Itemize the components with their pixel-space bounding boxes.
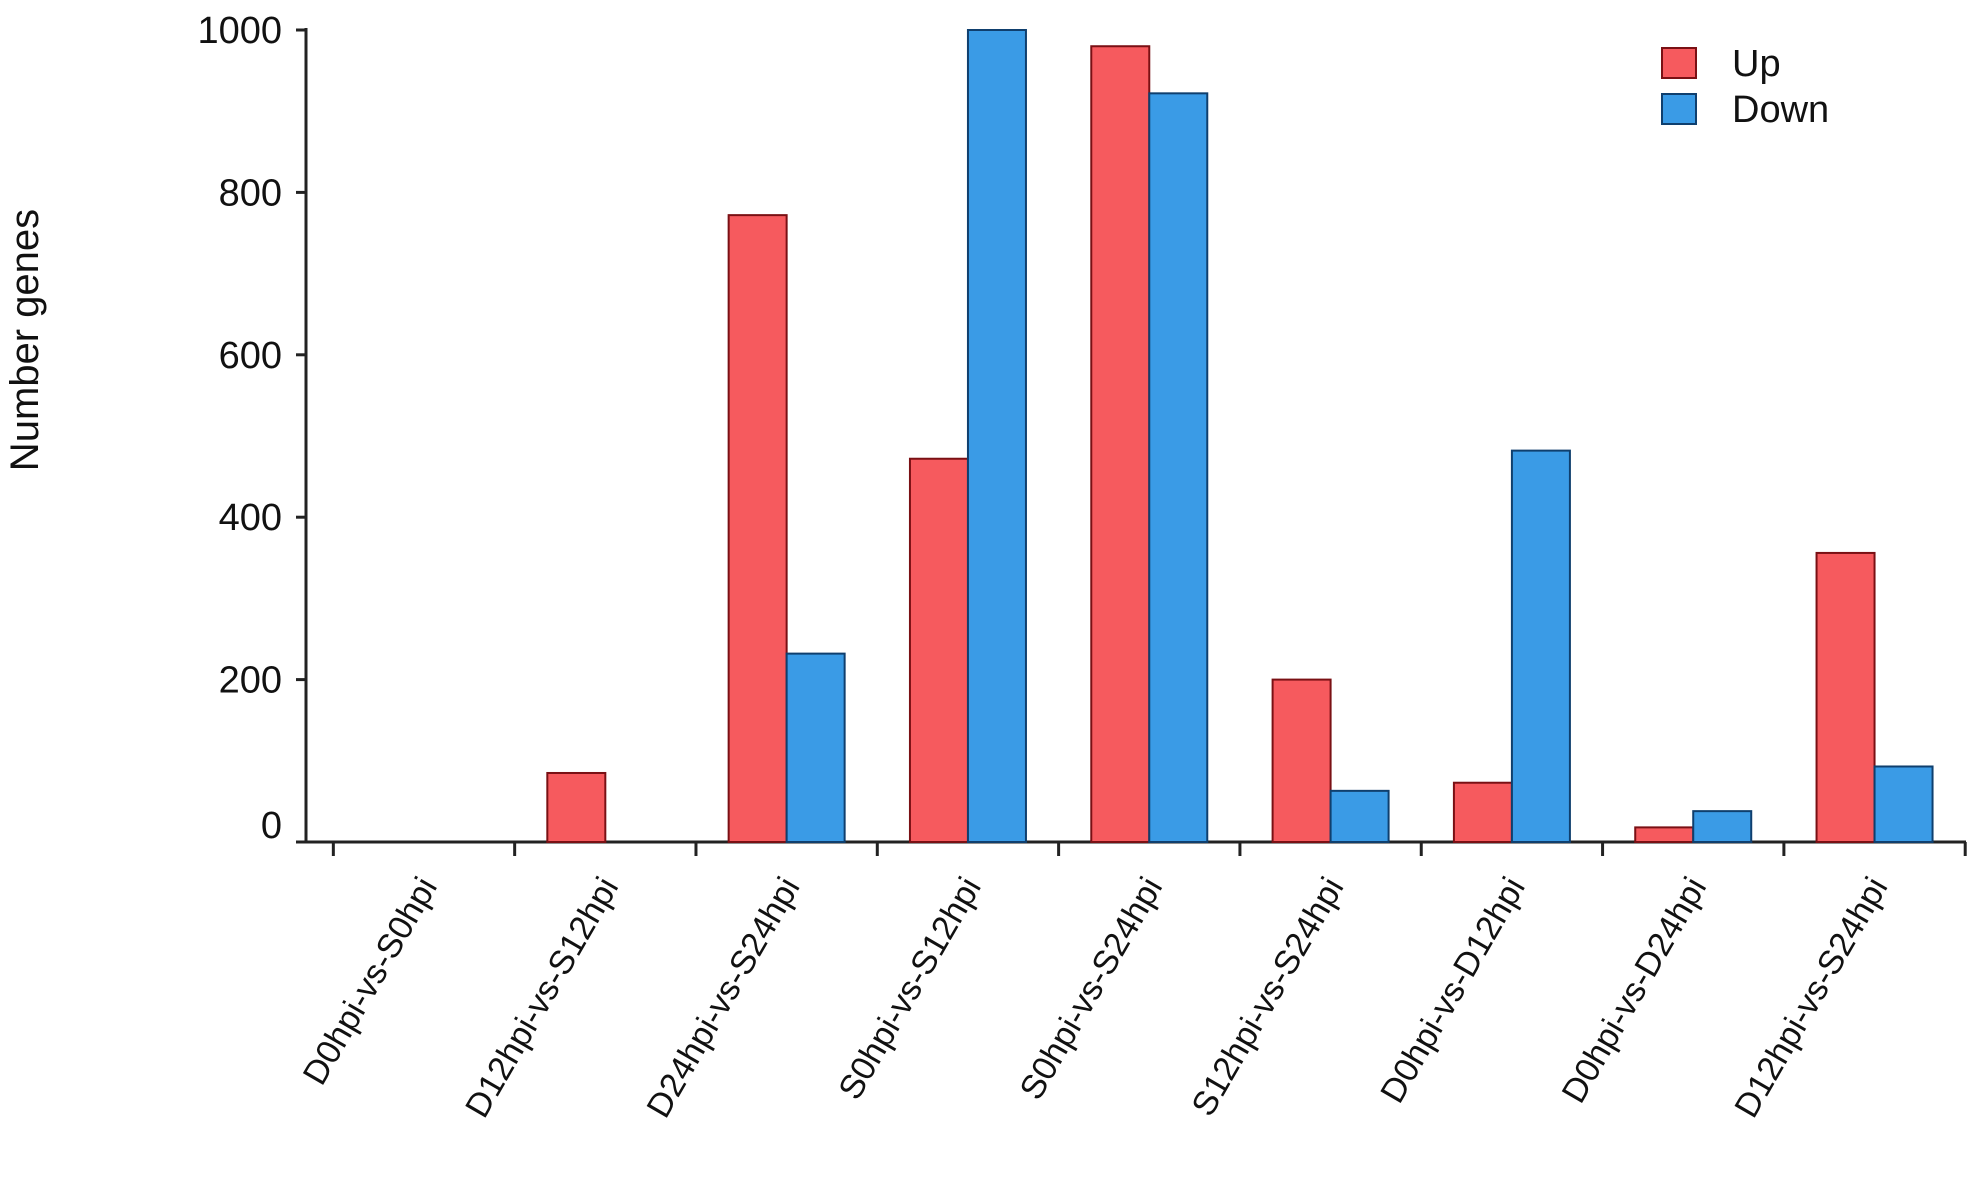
y-tick-label: 400 xyxy=(219,497,282,539)
bars xyxy=(546,29,1934,844)
bar-down-8 xyxy=(1692,810,1753,843)
bar-up-7 xyxy=(1452,781,1513,843)
y-tick-label: 1000 xyxy=(197,10,282,52)
bar-down-9 xyxy=(1873,765,1934,844)
bar-up-2 xyxy=(546,771,607,843)
legend-label-down: Down xyxy=(1732,89,1829,131)
bar-down-5 xyxy=(1148,92,1209,843)
x-tick-label: D0hpi-vs-D12hpi xyxy=(1373,871,1533,1109)
bar-down-7 xyxy=(1510,449,1571,843)
y-tick-label: 800 xyxy=(219,172,282,214)
bar-down-6 xyxy=(1329,789,1390,843)
x-tick-label: D12hpi-vs-S12hpi xyxy=(458,871,626,1124)
bar-down-3 xyxy=(785,652,846,844)
y-tick-label: 200 xyxy=(219,660,282,702)
x-tick-label: D24hpi-vs-S24hpi xyxy=(640,871,808,1124)
legend-swatch-down xyxy=(1661,93,1697,125)
bar-up-6 xyxy=(1271,678,1332,843)
y-tick-label: 600 xyxy=(219,335,282,377)
x-tick-label: D12hpi-vs-S24hpi xyxy=(1727,871,1895,1124)
bar-up-9 xyxy=(1815,551,1876,843)
bar-up-4 xyxy=(908,457,969,843)
x-axis: D0hpi-vs-S0hpi D12hpi-vs-S12hpi D24hpi-vs-… xyxy=(296,840,1967,1124)
x-tick-label: D0hpi-vs-S0hpi xyxy=(296,871,445,1091)
legend-swatch-up xyxy=(1661,47,1697,79)
y-axis: 0 200 400 600 800 1000 xyxy=(197,10,308,847)
bar-down-4 xyxy=(966,29,1027,843)
bar-up-8 xyxy=(1634,826,1695,843)
y-tick-label: 0 xyxy=(261,805,282,847)
x-tick-label: S0hpi-vs-S12hpi xyxy=(831,871,989,1106)
x-tick-label: S0hpi-vs-S24hpi xyxy=(1013,871,1171,1106)
x-tick-label: D0hpi-vs-D24hpi xyxy=(1555,871,1715,1109)
y-axis-label: Number genes xyxy=(3,209,47,471)
legend-label-up: Up xyxy=(1732,43,1781,85)
bar-up-3 xyxy=(727,214,788,844)
bar-up-5 xyxy=(1090,45,1151,844)
x-tick-label: S12hpi-vs-S24hpi xyxy=(1184,871,1351,1122)
